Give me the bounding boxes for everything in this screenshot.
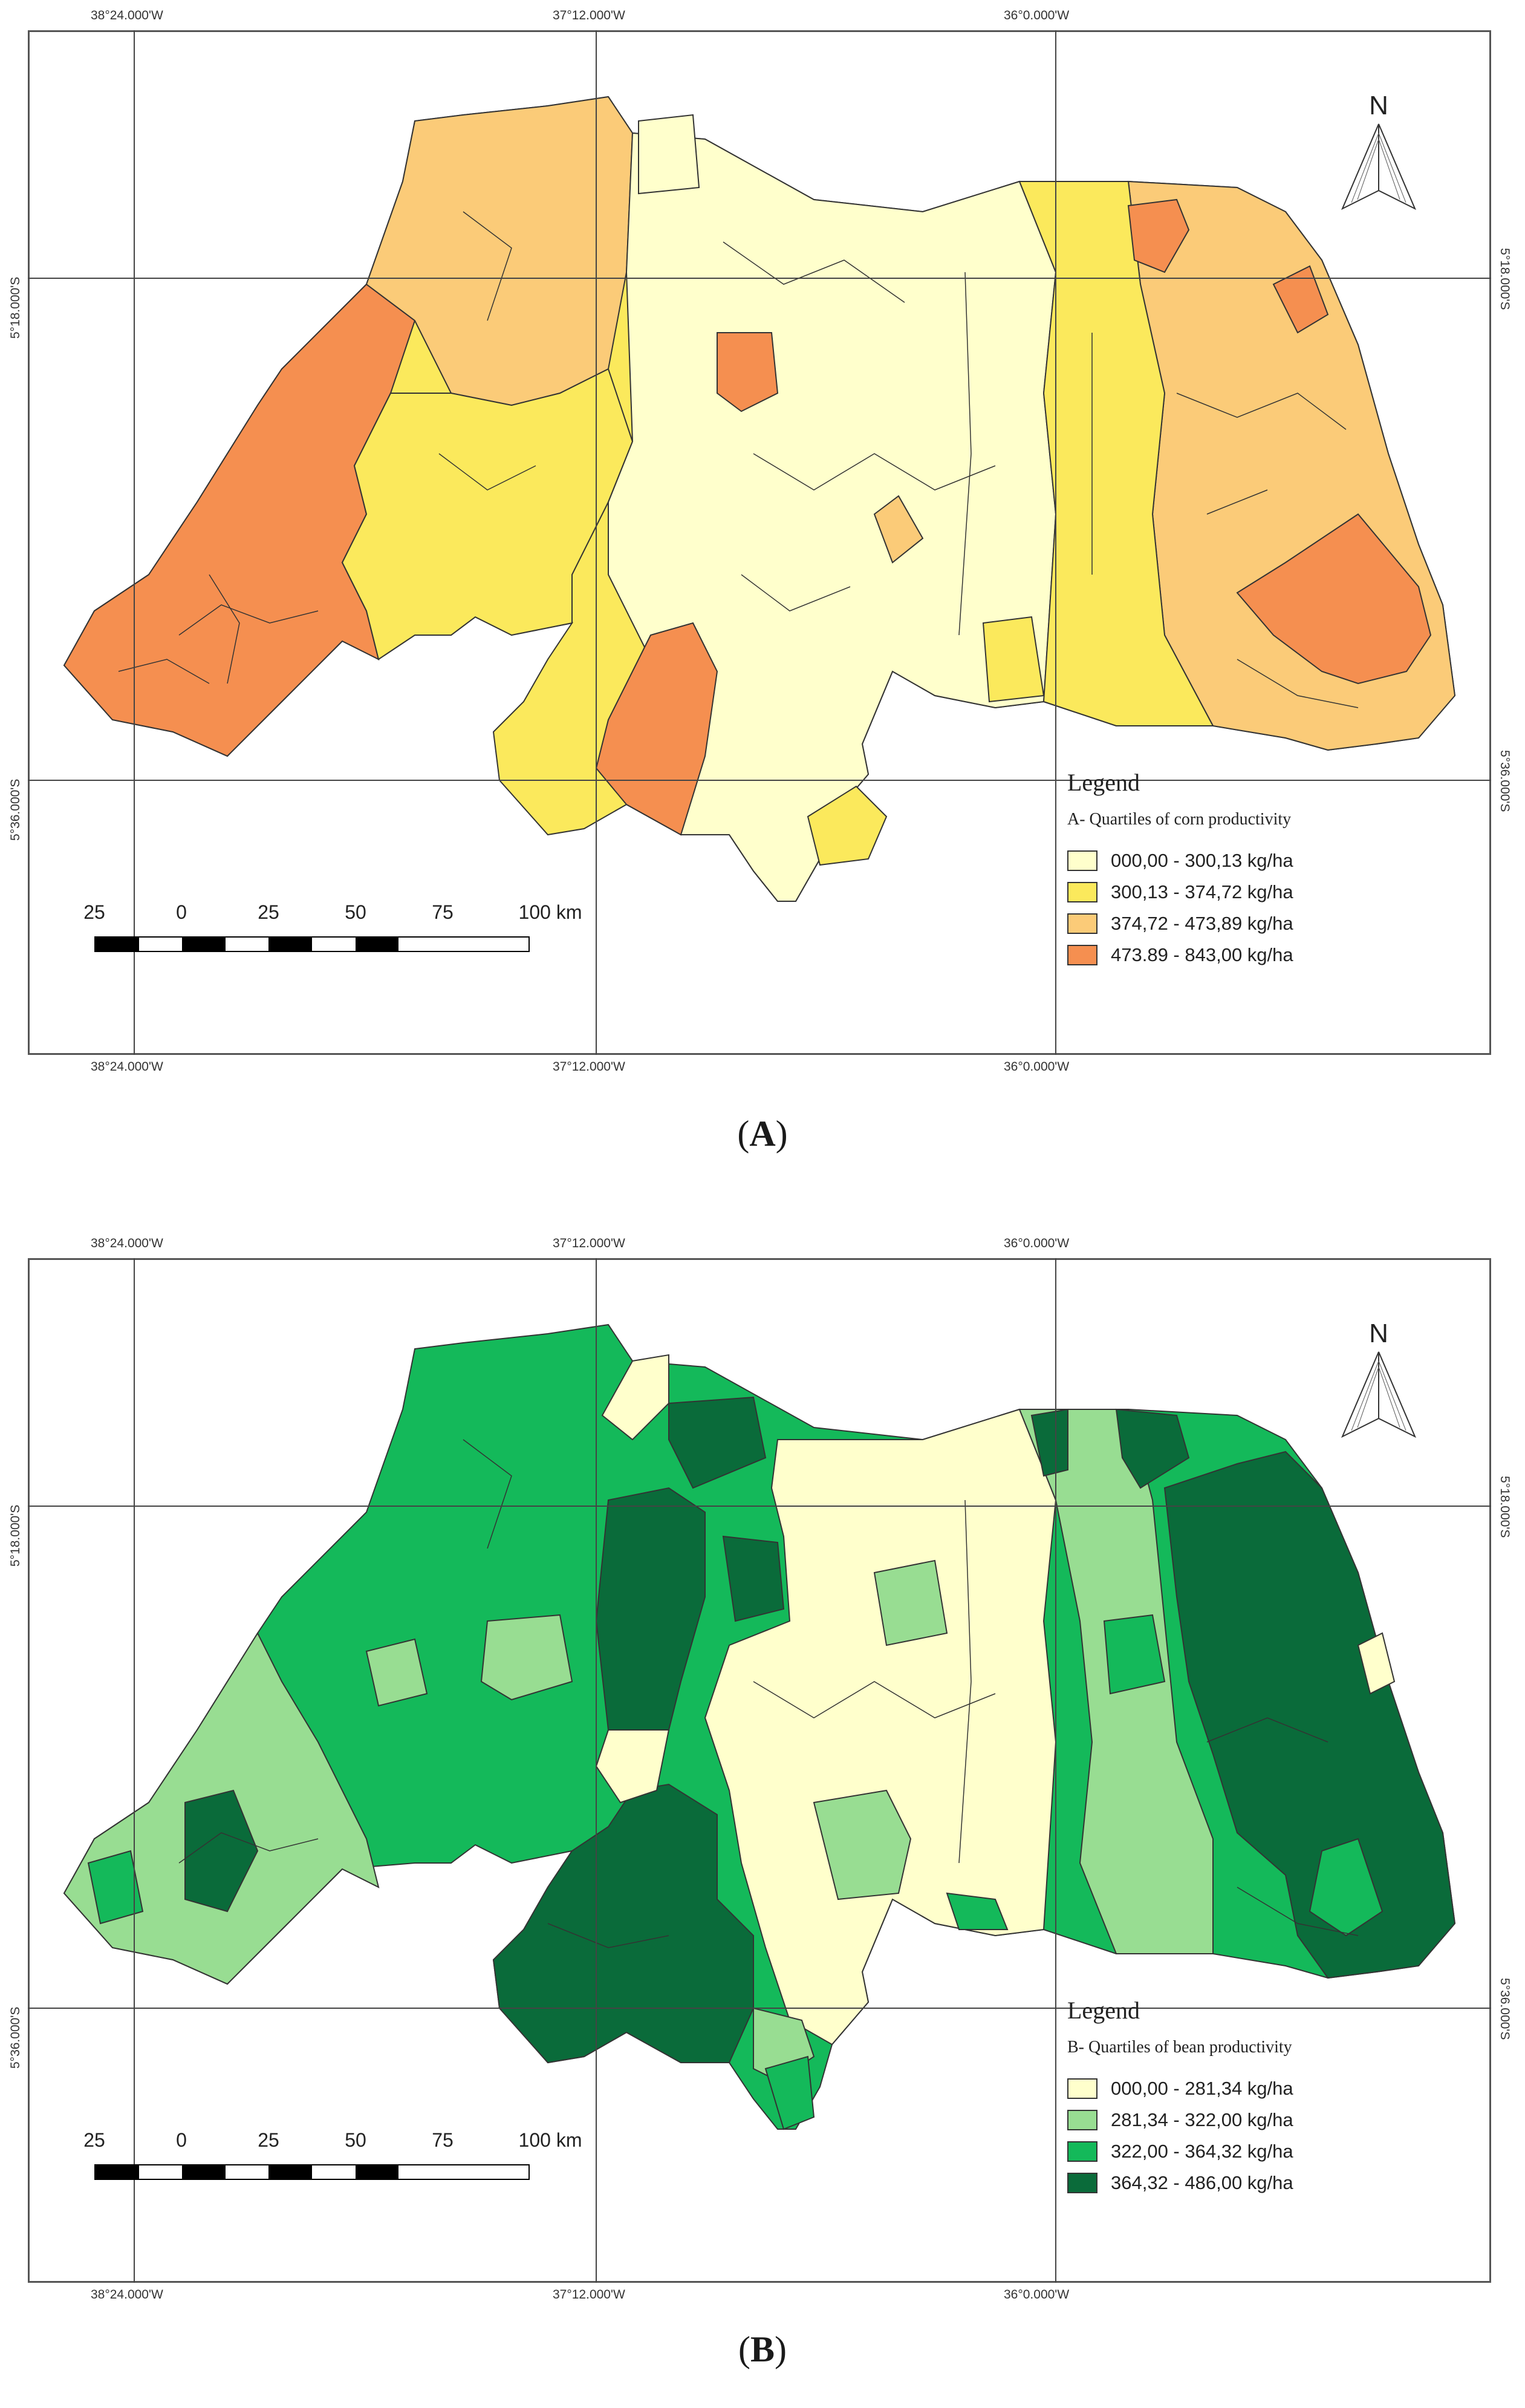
caption-letter: B (750, 2329, 775, 2369)
panel-caption: (A) (737, 1114, 788, 1153)
legend-title: Legend (1067, 1997, 1140, 2024)
legend-title: Legend (1067, 769, 1140, 796)
north-label: N (1369, 91, 1388, 120)
scale-label: 25 (83, 901, 105, 923)
scale-label: 25 (258, 2129, 279, 2151)
coord-left-2: 5°36.000'S (8, 2006, 22, 2069)
coord-bottom-2: 37°12.000'W (553, 2288, 625, 2302)
coord-left-1: 5°18.000'S (8, 276, 22, 339)
map-panel-b: 38°24.000'W 37°12.000'W 36°0.000'W 38°24… (0, 1228, 1525, 2408)
legend-item: 000,00 - 300,13 kg/ha (1067, 845, 1466, 876)
scale-bar-graphic (94, 936, 530, 952)
legend-swatch (1067, 850, 1097, 871)
legend-item: 322,00 - 364,32 kg/ha (1067, 2136, 1466, 2167)
coord-top-1: 38°24.000'W (91, 1236, 163, 1250)
coord-top-3: 36°0.000'W (1004, 1236, 1070, 1250)
coord-right-2: 5°36.000'S (1498, 750, 1512, 812)
legend-swatch (1067, 2110, 1097, 2130)
scale-bar: 25 0 25 50 75 100 km (83, 901, 582, 974)
north-label: N (1369, 1319, 1388, 1348)
caption-letter: A (749, 1114, 776, 1153)
legend-item: 473.89 - 843,00 kg/ha (1067, 939, 1466, 971)
choropleth-map-corn (28, 30, 1491, 1055)
scale-label: 0 (176, 901, 187, 923)
legend-item: 300,13 - 374,72 kg/ha (1067, 876, 1466, 908)
legend-subtitle: A- Quartiles of corn productivity (1067, 810, 1292, 829)
scale-label: 50 (345, 901, 366, 923)
north-arrow: N (1339, 91, 1418, 224)
legend-item: 374,72 - 473,89 kg/ha (1067, 908, 1466, 939)
coord-left-1: 5°18.000'S (8, 1504, 22, 1567)
coord-right-1: 5°18.000'S (1498, 1476, 1512, 1538)
coord-top-3: 36°0.000'W (1004, 8, 1070, 22)
legend-swatch (1067, 2078, 1097, 2099)
coord-bottom-1: 38°24.000'W (91, 1060, 163, 1074)
scale-label: 75 (432, 901, 454, 923)
legend-swatch (1067, 913, 1097, 934)
legend-swatch (1067, 882, 1097, 902)
legend-label: 322,00 - 364,32 kg/ha (1111, 2141, 1293, 2162)
legend: Legend A- Quartiles of corn productivity… (1067, 768, 1466, 971)
scale-label: 75 (432, 2129, 454, 2151)
legend-label: 374,72 - 473,89 kg/ha (1111, 913, 1293, 934)
legend-item: 000,00 - 281,34 kg/ha (1067, 2073, 1466, 2104)
coord-bottom-3: 36°0.000'W (1004, 1060, 1070, 1074)
legend: Legend B- Quartiles of bean productivity… (1067, 1996, 1466, 2199)
coord-bottom-3: 36°0.000'W (1004, 2288, 1070, 2302)
legend-label: 364,32 - 486,00 kg/ha (1111, 2172, 1293, 2193)
choropleth-map-bean (28, 1258, 1491, 2283)
coord-top-1: 38°24.000'W (91, 8, 163, 22)
compass-icon (1341, 1351, 1416, 1438)
scale-label: 0 (176, 2129, 187, 2151)
legend-swatch (1067, 945, 1097, 965)
coord-bottom-1: 38°24.000'W (91, 2288, 163, 2302)
compass-icon (1341, 123, 1416, 210)
panel-caption: (B) (738, 2329, 787, 2369)
scale-label: 50 (345, 2129, 366, 2151)
map-panel-a: 38°24.000'W 37°12.000'W 36°0.000'W 38°24… (8, 8, 1512, 1153)
coord-right-2: 5°36.000'S (1498, 1978, 1512, 2040)
legend-label: 000,00 - 300,13 kg/ha (1111, 850, 1293, 871)
scale-bar: 25 0 25 50 75 100 km (83, 2129, 582, 2202)
coord-bottom-2: 37°12.000'W (553, 1060, 625, 1074)
scale-bar-graphic (94, 2164, 530, 2180)
legend-label: 000,00 - 281,34 kg/ha (1111, 2078, 1293, 2099)
legend-label: 281,34 - 322,00 kg/ha (1111, 2109, 1293, 2130)
legend-item: 364,32 - 486,00 kg/ha (1067, 2167, 1466, 2199)
legend-swatch (1067, 2141, 1097, 2162)
coord-top-2: 37°12.000'W (553, 1236, 625, 1250)
coord-left-2: 5°36.000'S (8, 778, 22, 841)
coord-top-2: 37°12.000'W (553, 8, 625, 22)
coord-right-1: 5°18.000'S (1498, 248, 1512, 310)
scale-label: 25 (258, 901, 279, 923)
scale-label: 25 (83, 2129, 105, 2151)
legend-item: 281,34 - 322,00 kg/ha (1067, 2104, 1466, 2136)
north-arrow: N (1339, 1319, 1418, 1452)
legend-swatch (1067, 2173, 1097, 2193)
scale-label: 100 km (518, 2129, 582, 2151)
legend-subtitle: B- Quartiles of bean productivity (1067, 2038, 1292, 2057)
legend-label: 473.89 - 843,00 kg/ha (1111, 944, 1293, 965)
legend-label: 300,13 - 374,72 kg/ha (1111, 881, 1293, 902)
scale-label: 100 km (518, 901, 582, 923)
